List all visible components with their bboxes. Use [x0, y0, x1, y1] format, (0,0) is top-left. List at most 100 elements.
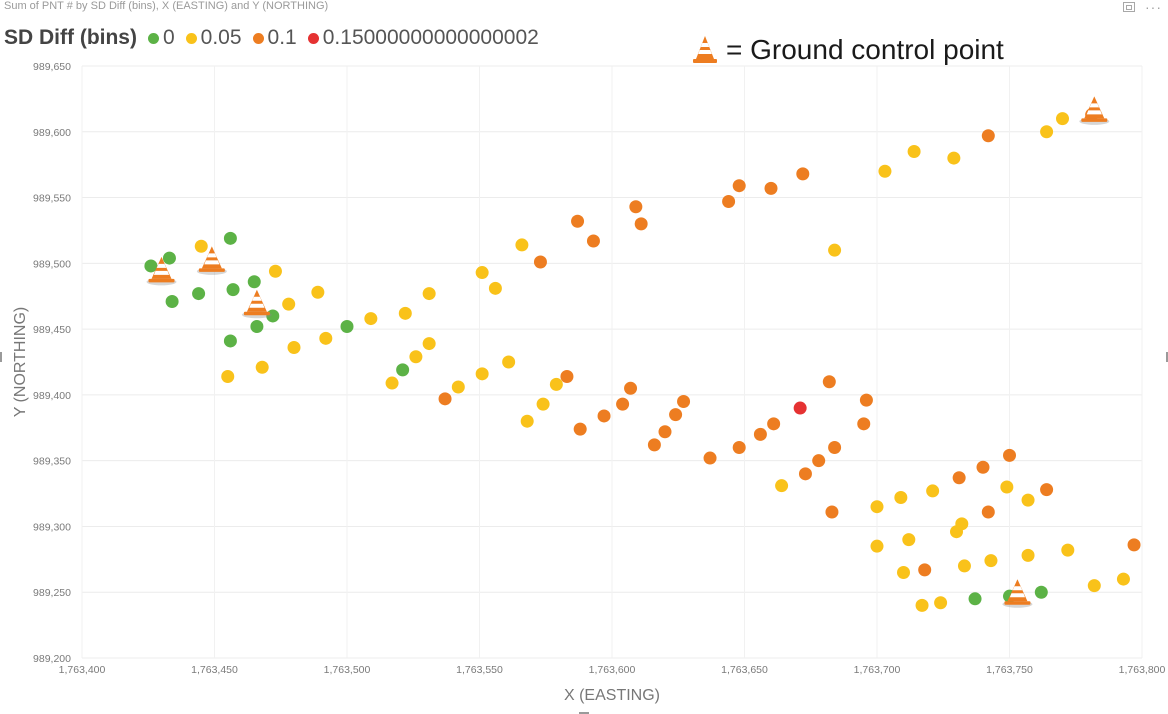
data-point[interactable] [451, 380, 465, 394]
data-point[interactable] [629, 200, 643, 214]
data-point[interactable] [1040, 483, 1054, 497]
data-point[interactable] [753, 427, 767, 441]
data-point[interactable] [722, 195, 736, 209]
data-point[interactable] [226, 283, 240, 297]
data-point[interactable] [549, 377, 563, 391]
data-point[interactable] [162, 251, 176, 265]
data-point[interactable] [398, 306, 412, 320]
data-point[interactable] [586, 234, 600, 248]
data-point[interactable] [732, 441, 746, 455]
data-point[interactable] [340, 319, 354, 333]
data-point[interactable] [221, 369, 235, 383]
data-point[interactable] [287, 341, 301, 355]
data-point[interactable] [165, 294, 179, 308]
legend-item-0[interactable]: 0 [147, 26, 175, 50]
data-point[interactable] [385, 376, 399, 390]
data-point[interactable] [1061, 543, 1075, 557]
data-point[interactable] [515, 238, 529, 252]
data-point[interactable] [857, 417, 871, 431]
data-point[interactable] [677, 394, 691, 408]
resize-handle-bottom[interactable] [579, 712, 589, 714]
data-point[interactable] [1116, 572, 1130, 586]
resize-handle-left[interactable] [0, 352, 2, 362]
legend-item-0.05[interactable]: 0.05 [185, 26, 242, 50]
data-point[interactable] [947, 151, 961, 165]
data-point[interactable] [223, 231, 237, 245]
data-point[interactable] [793, 401, 807, 415]
more-options-icon[interactable]: ··· [1145, 0, 1162, 15]
data-point[interactable] [859, 393, 873, 407]
data-point[interactable] [870, 500, 884, 514]
data-point[interactable] [767, 417, 781, 431]
data-point[interactable] [981, 505, 995, 519]
data-point[interactable] [907, 145, 921, 159]
data-point[interactable] [438, 392, 452, 406]
data-point[interactable] [311, 285, 325, 299]
data-point[interactable] [250, 319, 264, 333]
data-point[interactable] [1021, 493, 1035, 507]
data-point[interactable] [255, 360, 269, 374]
data-point[interactable] [957, 559, 971, 573]
data-point[interactable] [1000, 480, 1014, 494]
data-point[interactable] [597, 409, 611, 423]
data-point[interactable] [812, 454, 826, 468]
data-point[interactable] [984, 554, 998, 568]
data-point[interactable] [422, 287, 436, 301]
focus-mode-icon[interactable] [1123, 2, 1135, 12]
data-point[interactable] [1034, 585, 1048, 599]
data-point[interactable] [1056, 112, 1069, 126]
data-point[interactable] [796, 167, 810, 181]
data-point[interactable] [319, 331, 333, 345]
data-point[interactable] [902, 533, 916, 547]
data-point[interactable] [1003, 448, 1016, 462]
data-point[interactable] [878, 164, 892, 178]
data-point[interactable] [976, 460, 990, 474]
data-point[interactable] [571, 214, 585, 228]
data-point[interactable] [647, 438, 661, 452]
data-point[interactable] [520, 414, 534, 428]
data-point[interactable] [968, 592, 982, 606]
data-point[interactable] [894, 491, 908, 505]
data-point[interactable] [144, 259, 158, 273]
data-point[interactable] [1040, 125, 1054, 139]
data-point[interactable] [828, 243, 842, 257]
data-point[interactable] [798, 467, 812, 481]
data-point[interactable] [396, 363, 410, 377]
data-point[interactable] [475, 266, 489, 280]
data-point[interactable] [897, 565, 910, 579]
data-point[interactable] [268, 264, 282, 278]
data-point[interactable] [247, 275, 261, 289]
data-point[interactable] [573, 422, 587, 436]
data-point[interactable] [1021, 548, 1035, 562]
data-point[interactable] [560, 369, 574, 383]
data-point[interactable] [409, 350, 423, 364]
data-point[interactable] [828, 441, 842, 455]
data-point[interactable] [1127, 538, 1141, 552]
data-point[interactable] [915, 598, 929, 612]
data-point[interactable] [616, 397, 630, 411]
data-point[interactable] [732, 179, 746, 193]
data-point[interactable] [502, 355, 516, 369]
data-point[interactable] [536, 397, 550, 411]
data-point[interactable] [634, 217, 648, 231]
data-point[interactable] [194, 239, 208, 253]
data-point[interactable] [822, 375, 836, 389]
data-point[interactable] [282, 297, 296, 311]
data-point[interactable] [422, 337, 436, 351]
data-point[interactable] [533, 255, 547, 269]
data-point[interactable] [703, 451, 717, 465]
legend-item-0.15[interactable]: 0.15000000000000002 [307, 26, 539, 50]
data-point[interactable] [952, 471, 966, 485]
data-point[interactable] [624, 381, 638, 395]
resize-handle-right[interactable] [1166, 352, 1168, 362]
legend-item-0.1[interactable]: 0.1 [252, 26, 297, 50]
data-point[interactable] [223, 334, 237, 348]
data-point[interactable] [669, 408, 683, 422]
data-point[interactable] [926, 484, 940, 498]
data-point[interactable] [488, 281, 502, 295]
data-point[interactable] [192, 287, 206, 301]
data-point[interactable] [658, 425, 672, 439]
data-point[interactable] [475, 367, 489, 381]
data-point[interactable] [870, 539, 884, 553]
data-point[interactable] [764, 181, 778, 195]
